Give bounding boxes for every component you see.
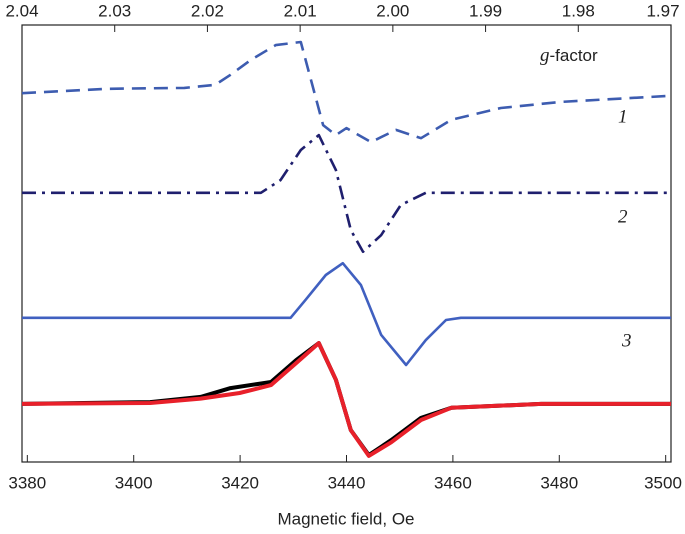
x-tick-label: 3380 xyxy=(8,473,46,492)
x-tick-label: 3460 xyxy=(434,473,472,492)
x2-axis-label: g-factor xyxy=(540,45,598,66)
series-line xyxy=(21,341,671,458)
x-tick-label: 3480 xyxy=(540,473,578,492)
plot-frame xyxy=(21,24,672,463)
g-rest: -factor xyxy=(550,46,599,65)
x2-tick-label: 1.98 xyxy=(562,1,595,20)
series-line xyxy=(21,341,671,457)
x2-tick-label: 2.02 xyxy=(191,1,224,20)
x-tick-label: 3440 xyxy=(328,473,366,492)
x2-tick-label: 2.04 xyxy=(5,1,38,20)
series-line xyxy=(22,133,671,254)
curve-label: 2 xyxy=(618,206,628,227)
g-symbol: g xyxy=(540,45,550,66)
series-line xyxy=(22,261,671,367)
x-tick-label: 3500 xyxy=(644,473,682,492)
curve-label: 3 xyxy=(621,330,632,351)
x2-tick-label: 2.00 xyxy=(376,1,409,20)
series-line xyxy=(21,40,672,144)
curve-label: 1 xyxy=(618,106,628,127)
x2-tick-label: 1.97 xyxy=(646,1,679,20)
x2-tick-label: 2.01 xyxy=(284,1,317,20)
x-tick-label: 3420 xyxy=(221,473,259,492)
x-axis-label: Magnetic field, Oe xyxy=(277,509,414,528)
x2-tick-label: 1.99 xyxy=(469,1,502,20)
x-tick-label: 3400 xyxy=(115,473,153,492)
x2-tick-label: 2.03 xyxy=(98,1,131,20)
